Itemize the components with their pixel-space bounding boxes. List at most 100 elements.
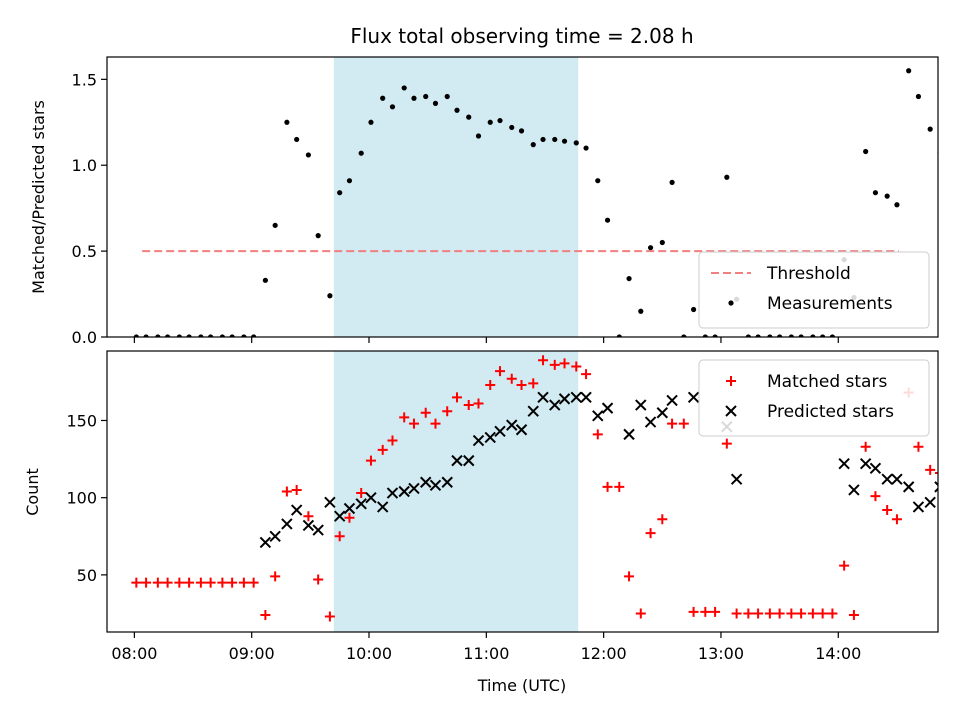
data-point	[484, 431, 496, 444]
data-point	[724, 174, 730, 180]
data-point	[315, 233, 321, 239]
x-tick-label: 14:00	[815, 644, 861, 663]
data-point	[269, 530, 281, 542]
y-tick-label: 1.5	[72, 70, 97, 89]
data-point	[592, 429, 603, 440]
data-point	[581, 369, 592, 380]
data-point	[614, 481, 625, 492]
bottom-y-axis-label: Count	[23, 468, 42, 516]
data-point	[219, 334, 225, 337]
data-point	[755, 334, 761, 337]
data-point	[376, 501, 389, 513]
data-point	[198, 334, 204, 337]
data-point	[687, 391, 700, 404]
data-point	[515, 424, 528, 436]
data-point	[786, 608, 797, 619]
data-point	[143, 334, 149, 337]
data-point	[241, 334, 247, 337]
y-tick-label: 150	[66, 411, 97, 430]
data-point	[666, 394, 678, 407]
data-point	[506, 373, 517, 384]
data-point	[442, 406, 453, 417]
x-tick-label: 12:00	[581, 644, 627, 663]
legend-label: Matched stars	[767, 372, 887, 392]
data-point	[324, 496, 336, 509]
data-point	[669, 179, 675, 185]
legend-marker	[728, 300, 734, 306]
data-point	[155, 334, 161, 337]
series-predicted-stars	[259, 391, 938, 549]
data-point	[580, 391, 592, 404]
data-point	[152, 577, 163, 588]
data-point	[387, 435, 398, 446]
data-point	[251, 334, 257, 337]
data-point	[829, 334, 836, 337]
data-point	[527, 405, 539, 417]
data-point	[324, 611, 335, 622]
data-point	[473, 398, 484, 409]
data-point	[912, 501, 925, 513]
data-point	[777, 334, 783, 337]
data-point	[700, 606, 711, 617]
data-point	[570, 391, 582, 404]
data-point	[549, 359, 560, 370]
x-tick-label: 10:00	[346, 644, 392, 663]
data-point	[495, 366, 506, 377]
legend-label: Predicted stars	[767, 402, 894, 422]
data-point	[573, 140, 579, 146]
data-point	[645, 528, 656, 539]
data-point	[838, 458, 850, 470]
data-point	[595, 178, 601, 184]
data-point	[346, 178, 353, 184]
data-point	[702, 334, 708, 337]
data-point	[882, 505, 893, 516]
x-tick-label: 13:00	[698, 644, 744, 663]
legend: Threshold Measurements	[698, 251, 930, 329]
series-matched-stars	[131, 355, 938, 622]
data-point	[227, 577, 238, 588]
data-point	[327, 293, 333, 299]
data-point	[635, 608, 646, 619]
data-point	[540, 136, 546, 143]
data-point	[217, 577, 228, 588]
highlight-span	[333, 57, 579, 337]
data-point	[869, 462, 882, 475]
data-point	[859, 458, 872, 470]
data-point	[176, 334, 182, 337]
data-point	[333, 510, 346, 522]
data-point	[745, 334, 751, 337]
data-point	[506, 419, 518, 431]
data-point	[133, 334, 139, 337]
data-point	[487, 119, 493, 125]
data-point	[635, 399, 647, 411]
data-point	[863, 148, 869, 155]
data-point	[552, 136, 558, 143]
data-point	[429, 479, 442, 492]
data-point	[616, 334, 622, 337]
data-point	[337, 190, 343, 196]
data-point	[690, 306, 697, 313]
plot-frame	[106, 350, 939, 633]
data-point	[872, 190, 879, 196]
data-point	[281, 518, 293, 530]
y-tick-label: 0.5	[72, 242, 97, 261]
data-point	[688, 606, 699, 617]
data-point	[604, 217, 611, 223]
data-point	[796, 608, 807, 619]
data-point	[451, 392, 462, 403]
data-point	[915, 93, 922, 100]
x-axis-label: Time (UTC)	[477, 676, 566, 695]
legend-box	[698, 359, 930, 437]
data-point	[284, 119, 290, 125]
data-point	[657, 514, 668, 525]
data-point	[891, 514, 902, 525]
data-point	[934, 471, 938, 474]
data-point	[208, 334, 214, 337]
plot-frame	[106, 56, 939, 338]
data-point	[174, 577, 185, 588]
data-point	[774, 608, 785, 619]
data-point	[141, 577, 152, 588]
data-point	[380, 95, 386, 101]
data-point	[537, 391, 549, 404]
data-point	[788, 334, 794, 337]
